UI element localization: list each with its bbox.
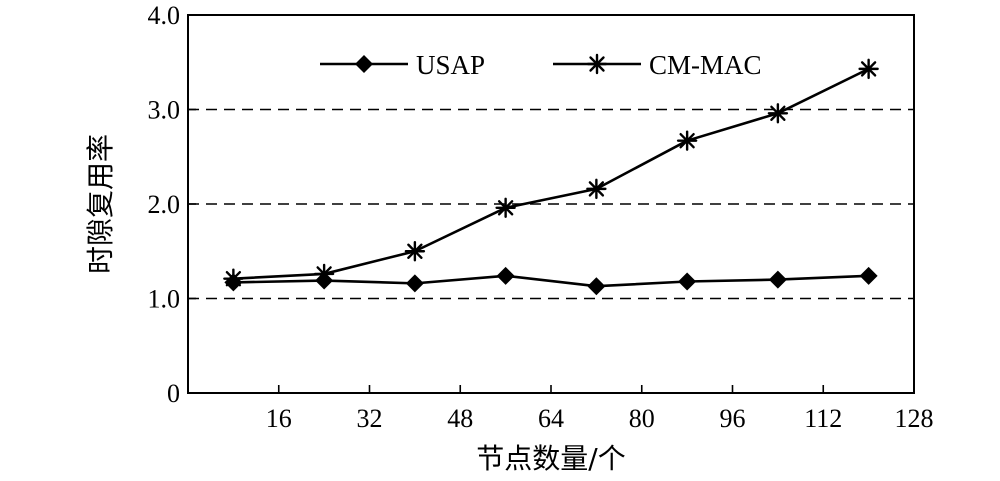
y-axis-label: 时隙复用率 xyxy=(84,134,117,274)
grid-lines xyxy=(188,108,914,300)
data-point-asterisk xyxy=(586,178,607,200)
y-tick-label: 2.0 xyxy=(148,190,181,219)
data-point-asterisk xyxy=(586,53,608,75)
data-point-diamond xyxy=(405,274,424,293)
x-tick-label: 16 xyxy=(266,404,292,433)
y-tick-label: 1.0 xyxy=(148,285,181,314)
data-point-asterisk xyxy=(404,241,426,262)
data-point-diamond xyxy=(355,55,373,73)
data-point-diamond xyxy=(587,277,606,296)
data-point-asterisk xyxy=(223,268,244,289)
legend-label: USAP xyxy=(416,50,485,80)
data-point-diamond xyxy=(496,266,515,285)
data-point-asterisk xyxy=(767,103,789,124)
series-cm-mac xyxy=(223,58,879,289)
legend-item: CM-MAC xyxy=(553,50,762,80)
y-tick-label: 3.0 xyxy=(148,96,181,125)
x-axis-ticks: 16 32 48 64 80 96 112 128 xyxy=(266,385,934,433)
x-tick-label: 64 xyxy=(538,404,564,433)
data-point-asterisk xyxy=(858,58,879,80)
x-tick-label: 48 xyxy=(447,404,473,433)
series-layer xyxy=(223,58,879,296)
x-tick-label: 96 xyxy=(720,404,746,433)
legend: USAP CM-MAC xyxy=(320,50,762,80)
data-point-asterisk xyxy=(313,263,335,285)
x-tick-label: 128 xyxy=(895,404,934,433)
x-tick-label: 112 xyxy=(804,404,842,433)
x-axis-label: 节点数量/个 xyxy=(476,442,625,475)
y-tick-label: 0 xyxy=(167,379,180,408)
legend-label: CM-MAC xyxy=(649,50,762,80)
series-line xyxy=(233,67,870,280)
y-axis-ticks: 0 1.0 2.0 3.0 4.0 xyxy=(148,1,196,408)
x-tick-label: 80 xyxy=(629,404,655,433)
y-tick-label: 4.0 xyxy=(148,1,181,30)
series-usap xyxy=(224,266,878,296)
x-tick-label: 32 xyxy=(357,404,383,433)
data-point-asterisk xyxy=(676,130,698,151)
data-point-asterisk xyxy=(495,197,516,218)
data-point-diamond xyxy=(768,270,787,289)
data-point-diamond xyxy=(859,266,878,285)
data-point-diamond xyxy=(678,272,697,291)
legend-item: USAP xyxy=(320,50,485,80)
series-line xyxy=(233,274,869,288)
